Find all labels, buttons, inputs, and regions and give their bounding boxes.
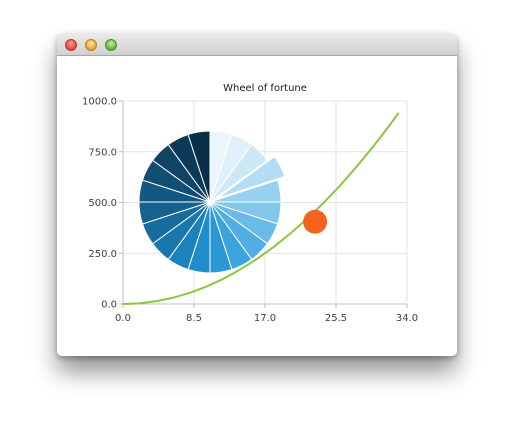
series-layer	[122, 112, 400, 305]
pie-slice	[187, 130, 211, 203]
titlebar[interactable]	[57, 34, 457, 56]
chart-title: Wheel of fortune	[223, 83, 307, 94]
minimize-button[interactable]	[85, 39, 97, 51]
pie-layer	[138, 130, 286, 274]
x-tick-label: 34.0	[396, 313, 418, 324]
chart-area: Wheel of fortune 0.0 8.5 17.0 25.5 34.0 0.0 25…	[82, 83, 418, 325]
axis-layer: 0.0 8.5 17.0 25.5 34.0 0.0 250.0 500.0 750.0 1000…	[82, 97, 418, 325]
x-tick-label: 0.0	[115, 313, 131, 324]
app-window: Wheel of fortune 0.0 8.5 17.0 25.5 34.0 0.0 25…	[57, 34, 457, 356]
y-tick-label: 1000.0	[82, 97, 117, 108]
y-tick-label: 0.0	[101, 300, 117, 311]
x-tick-label: 17.0	[254, 313, 276, 324]
marker-layer	[303, 209, 328, 234]
pie-slice	[216, 155, 286, 199]
marker-dot	[303, 209, 328, 234]
x-tick-label: 8.5	[186, 313, 202, 324]
x-tick-label: 25.5	[325, 313, 347, 324]
pie-slice	[209, 143, 269, 203]
series-line	[122, 112, 400, 305]
y-tick-label: 500.0	[88, 198, 117, 209]
y-tick-label: 250.0	[88, 249, 117, 260]
zoom-button[interactable]	[105, 39, 117, 51]
close-button[interactable]	[65, 39, 77, 51]
y-tick-label: 750.0	[88, 147, 117, 158]
